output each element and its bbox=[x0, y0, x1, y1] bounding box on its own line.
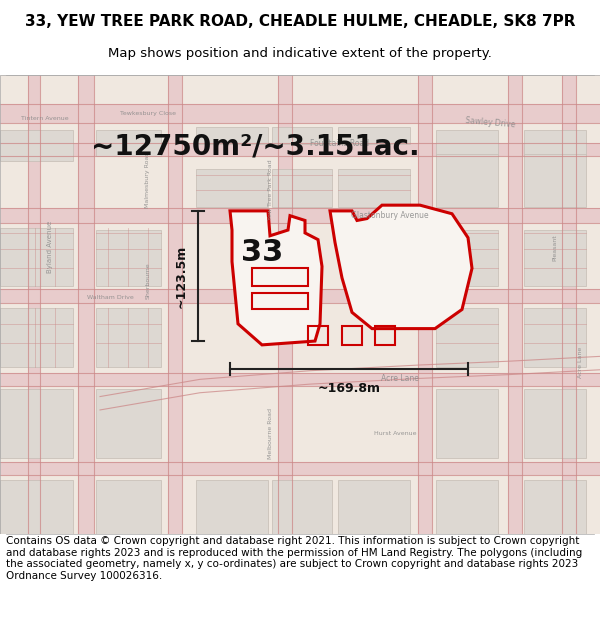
Text: Acre Lane: Acre Lane bbox=[381, 374, 419, 383]
Text: Tintern Avenue: Tintern Avenue bbox=[21, 116, 69, 121]
Bar bbox=[338, 480, 410, 534]
Bar bbox=[0, 208, 600, 223]
Bar bbox=[96, 389, 161, 458]
Bar bbox=[338, 169, 410, 207]
Bar bbox=[0, 480, 73, 534]
Bar bbox=[278, 75, 292, 534]
Bar bbox=[524, 129, 586, 156]
Polygon shape bbox=[330, 205, 472, 329]
Bar bbox=[508, 75, 522, 534]
Text: Yew Tree Park Road: Yew Tree Park Road bbox=[268, 159, 272, 220]
Bar bbox=[0, 462, 600, 475]
Bar bbox=[0, 104, 600, 123]
Bar bbox=[562, 75, 576, 534]
Bar bbox=[28, 75, 40, 534]
Text: Pleasant: Pleasant bbox=[553, 234, 557, 261]
Bar bbox=[524, 308, 586, 367]
Text: Waltham Drive: Waltham Drive bbox=[86, 294, 133, 299]
Bar bbox=[436, 154, 498, 207]
Bar bbox=[0, 129, 73, 161]
Bar bbox=[524, 230, 586, 286]
Text: Tewkesbury Close: Tewkesbury Close bbox=[120, 111, 176, 116]
Bar bbox=[0, 389, 73, 458]
Bar bbox=[0, 289, 600, 302]
Text: Contains OS data © Crown copyright and database right 2021. This information is : Contains OS data © Crown copyright and d… bbox=[6, 536, 582, 581]
Bar bbox=[436, 480, 498, 534]
Bar bbox=[196, 480, 268, 534]
Text: Sawley Drive: Sawley Drive bbox=[465, 116, 515, 129]
Text: Melbourne Road: Melbourne Road bbox=[268, 408, 272, 459]
Bar bbox=[196, 127, 268, 144]
Bar bbox=[338, 127, 410, 144]
Bar bbox=[196, 169, 268, 207]
Text: 33, YEW TREE PARK ROAD, CHEADLE HULME, CHEADLE, SK8 7PR: 33, YEW TREE PARK ROAD, CHEADLE HULME, C… bbox=[25, 14, 575, 29]
Bar bbox=[0, 228, 73, 286]
Bar bbox=[272, 480, 332, 534]
Bar bbox=[436, 308, 498, 367]
Bar bbox=[436, 230, 498, 286]
Bar bbox=[96, 480, 161, 534]
Bar bbox=[418, 75, 432, 534]
Bar bbox=[272, 127, 332, 144]
Text: ~12750m²/~3.151ac.: ~12750m²/~3.151ac. bbox=[91, 132, 419, 161]
Bar bbox=[78, 75, 94, 534]
Text: 33: 33 bbox=[241, 238, 283, 266]
Bar bbox=[524, 480, 586, 534]
Bar bbox=[96, 129, 161, 156]
Bar bbox=[96, 308, 161, 367]
Text: Fountains Road: Fountains Road bbox=[310, 139, 370, 148]
Text: Map shows position and indicative extent of the property.: Map shows position and indicative extent… bbox=[108, 48, 492, 61]
Text: ~123.5m: ~123.5m bbox=[175, 244, 188, 308]
Bar bbox=[96, 230, 161, 286]
Polygon shape bbox=[230, 211, 322, 345]
Bar bbox=[524, 154, 586, 207]
Bar bbox=[0, 143, 600, 156]
Text: Byland Avenue: Byland Avenue bbox=[47, 221, 53, 273]
Text: Glastonbury Avenue: Glastonbury Avenue bbox=[351, 211, 429, 220]
Text: Acre Lane: Acre Lane bbox=[577, 346, 583, 378]
Bar bbox=[436, 129, 498, 156]
Bar bbox=[436, 389, 498, 458]
Bar bbox=[0, 308, 73, 367]
Bar bbox=[0, 372, 600, 386]
Text: ~169.8m: ~169.8m bbox=[317, 382, 380, 395]
Text: Malmesbury Road: Malmesbury Road bbox=[146, 152, 151, 209]
Bar bbox=[272, 169, 332, 207]
Bar bbox=[524, 389, 586, 458]
Text: Hurst Avenue: Hurst Avenue bbox=[374, 431, 416, 436]
Bar bbox=[168, 75, 182, 534]
Text: Sherbourne: Sherbourne bbox=[146, 262, 151, 299]
